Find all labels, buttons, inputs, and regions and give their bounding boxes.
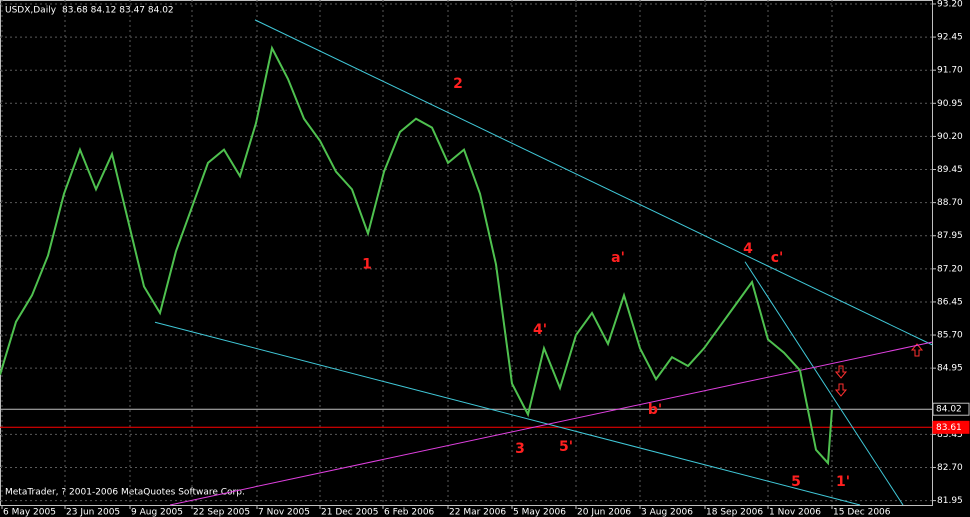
y-tick-label: 82.70 <box>937 463 963 473</box>
plot-frame <box>0 0 933 506</box>
x-tick-label: 18 Sep 2006 <box>706 508 763 517</box>
x-tick-label: 20 Jun 2006 <box>577 508 631 517</box>
wave-label: 2 <box>453 76 463 92</box>
wave-label: b' <box>648 402 662 418</box>
price-label: 83.61 <box>936 423 962 433</box>
x-tick-label: 15 Dec 2006 <box>833 508 891 517</box>
y-tick-label: 81.95 <box>937 496 963 506</box>
x-tick-label: 7 Nov 2005 <box>258 508 310 517</box>
x-tick-label: 21 Dec 2005 <box>321 508 379 517</box>
trendline <box>154 321 861 506</box>
trendline <box>744 261 904 506</box>
x-tick-label: 22 Sep 2005 <box>193 508 250 517</box>
wave-label: 1' <box>836 474 850 490</box>
chart-title: USDX,Daily <box>5 6 57 16</box>
wave-label: 5' <box>559 439 573 455</box>
y-tick-label: 93.20 <box>937 0 963 9</box>
y-tick-label: 84.95 <box>937 364 963 374</box>
y-tick-label: 87.20 <box>937 264 963 274</box>
wave-label: 4 <box>743 241 753 257</box>
y-tick-label: 91.70 <box>937 66 963 76</box>
arrow-icon <box>834 365 848 379</box>
x-tick-label: 5 May 2006 <box>513 508 566 517</box>
price-label-box <box>932 402 970 416</box>
price-label: 84.02 <box>936 405 962 415</box>
y-tick-label: 90.95 <box>937 99 963 109</box>
trendline <box>169 341 933 506</box>
y-tick-label: 92.45 <box>937 33 963 43</box>
x-tick-label: 23 Jun 2005 <box>66 508 120 517</box>
x-tick-label: 6 Feb 2006 <box>384 508 435 517</box>
y-tick-label: 86.45 <box>937 297 963 307</box>
x-tick-label: 3 Aug 2006 <box>641 508 693 517</box>
footer: MetaTrader, ? 2001-2006 MetaQuotes Softw… <box>5 488 245 498</box>
wave-label: 3 <box>515 441 525 457</box>
wave-label: a' <box>611 250 625 266</box>
x-tick-label: 22 Mar 2006 <box>449 508 506 517</box>
y-tick-label: 85.70 <box>937 331 963 341</box>
wave-label: 4' <box>533 322 547 338</box>
y-tick-label: 88.70 <box>937 198 963 208</box>
wave-label: c' <box>771 250 784 266</box>
y-tick-label: 90.20 <box>937 132 963 142</box>
price-label-box <box>932 420 970 434</box>
arrow-icon <box>834 383 848 397</box>
y-tick-label: 89.45 <box>937 165 963 175</box>
trendline <box>254 19 933 346</box>
y-tick-label: 83.45 <box>937 430 963 440</box>
wave-label: 1 <box>362 256 372 272</box>
x-tick-label: 6 May 2005 <box>3 508 56 517</box>
x-tick-label: 9 Aug 2005 <box>131 508 183 517</box>
y-tick-label: 87.95 <box>937 231 963 241</box>
chart-subtitle: 83.68 84.12 83.47 84.02 <box>62 6 174 16</box>
x-tick-label: 1 Nov 2006 <box>769 508 821 517</box>
wave-label: 5 <box>791 474 801 490</box>
price-line <box>0 45 833 466</box>
